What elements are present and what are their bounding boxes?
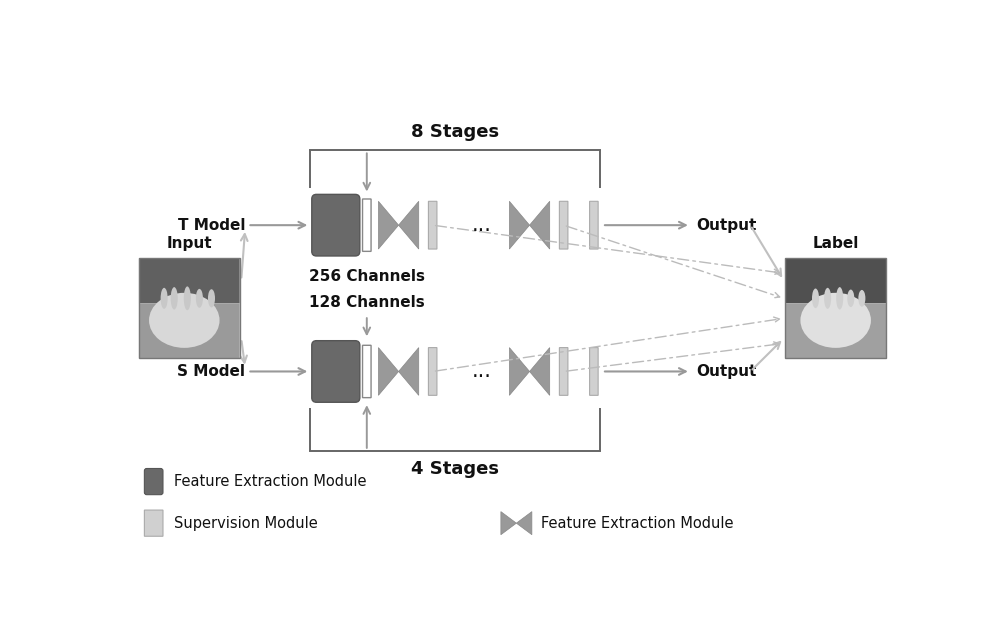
- Text: ...: ...: [472, 362, 491, 382]
- FancyBboxPatch shape: [590, 202, 598, 249]
- Polygon shape: [509, 202, 530, 249]
- Polygon shape: [501, 512, 516, 535]
- Ellipse shape: [149, 293, 220, 348]
- Text: T Model: T Model: [178, 218, 245, 233]
- Polygon shape: [378, 348, 399, 396]
- FancyBboxPatch shape: [428, 202, 437, 249]
- Text: 4 Stages: 4 Stages: [411, 460, 499, 478]
- Polygon shape: [378, 202, 399, 249]
- Text: Feature Extraction Module: Feature Extraction Module: [174, 474, 366, 489]
- Ellipse shape: [161, 288, 168, 309]
- Text: Label: Label: [812, 235, 859, 251]
- FancyBboxPatch shape: [428, 348, 437, 396]
- FancyBboxPatch shape: [139, 258, 240, 303]
- Text: Feature Extraction Module: Feature Extraction Module: [541, 516, 734, 531]
- FancyBboxPatch shape: [363, 199, 371, 251]
- Ellipse shape: [858, 290, 865, 307]
- Ellipse shape: [800, 293, 871, 348]
- FancyBboxPatch shape: [785, 258, 886, 303]
- FancyBboxPatch shape: [139, 303, 240, 359]
- Text: Output: Output: [696, 218, 757, 233]
- Polygon shape: [530, 202, 550, 249]
- Ellipse shape: [847, 290, 854, 307]
- Text: Output: Output: [696, 364, 757, 379]
- Text: 8 Stages: 8 Stages: [411, 123, 499, 141]
- Ellipse shape: [836, 287, 843, 309]
- FancyBboxPatch shape: [144, 510, 163, 537]
- FancyBboxPatch shape: [144, 468, 163, 494]
- FancyBboxPatch shape: [559, 202, 568, 249]
- Ellipse shape: [812, 288, 819, 308]
- Text: Input: Input: [167, 235, 212, 251]
- FancyBboxPatch shape: [590, 348, 598, 396]
- Ellipse shape: [184, 286, 191, 310]
- Text: 256 Channels: 256 Channels: [309, 269, 425, 285]
- Polygon shape: [399, 348, 419, 396]
- FancyBboxPatch shape: [559, 348, 568, 396]
- Text: 128 Channels: 128 Channels: [309, 295, 425, 309]
- Ellipse shape: [208, 289, 215, 308]
- Text: S Model: S Model: [177, 364, 245, 379]
- FancyBboxPatch shape: [785, 303, 886, 359]
- Polygon shape: [530, 348, 550, 396]
- FancyBboxPatch shape: [312, 195, 360, 256]
- Ellipse shape: [824, 288, 831, 309]
- Text: ...: ...: [472, 215, 491, 235]
- Polygon shape: [516, 512, 532, 535]
- Ellipse shape: [171, 287, 178, 309]
- Ellipse shape: [196, 289, 203, 308]
- Text: Supervision Module: Supervision Module: [174, 516, 318, 531]
- Polygon shape: [509, 348, 530, 396]
- Polygon shape: [399, 202, 419, 249]
- FancyBboxPatch shape: [363, 345, 371, 397]
- FancyBboxPatch shape: [312, 341, 360, 403]
